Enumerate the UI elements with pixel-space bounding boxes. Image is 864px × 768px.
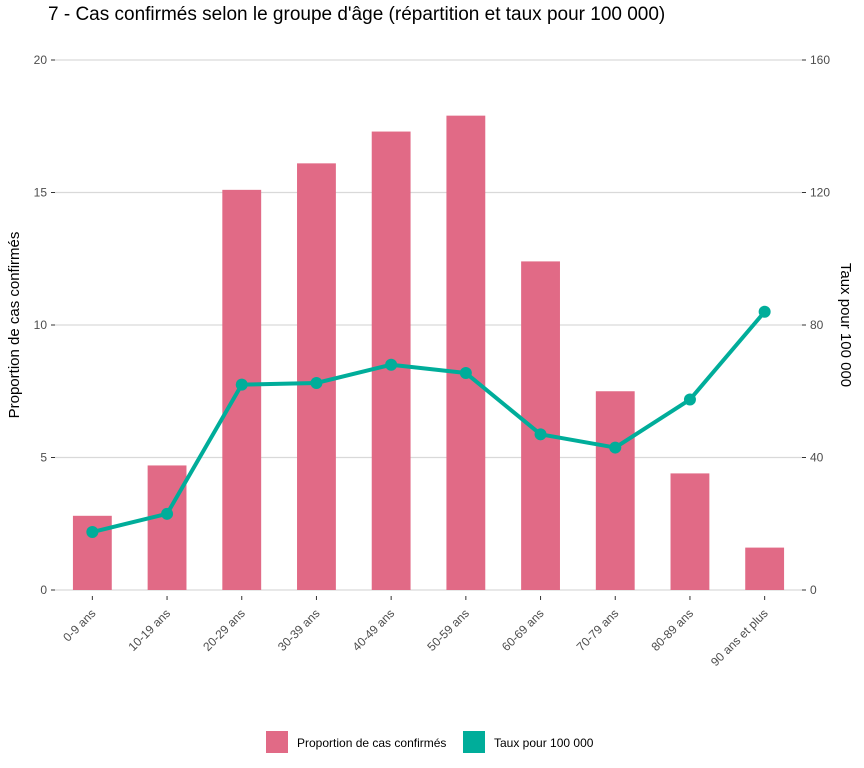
x-axis: 0-9 ans 10-19 ans 20-29 ans 30-39 ans 40-49 … bbox=[60, 596, 771, 669]
bar bbox=[297, 163, 336, 590]
line-point bbox=[310, 376, 323, 389]
legend-swatch-line bbox=[463, 731, 485, 753]
y2-tick-label: 40 bbox=[810, 451, 824, 465]
bar bbox=[745, 547, 785, 590]
line-point bbox=[385, 358, 398, 371]
y-tick-label: 20 bbox=[34, 53, 48, 67]
x-tick-label: 0-9 ans bbox=[60, 606, 98, 644]
line-point bbox=[683, 393, 696, 406]
y2-axis-title: Taux pour 100 000 bbox=[837, 263, 854, 387]
x-tick-label: 40-49 ans bbox=[350, 606, 398, 654]
x-tick-label: 20-29 ans bbox=[200, 606, 248, 654]
y2-tick-label: 0 bbox=[810, 583, 817, 597]
line-point bbox=[161, 507, 174, 520]
chart-title: 7 - Cas confirmés selon le groupe d'âge … bbox=[48, 4, 666, 25]
y-tick-label: 15 bbox=[34, 186, 48, 200]
series-line bbox=[90, 309, 767, 535]
y-tick-label: 10 bbox=[34, 318, 48, 332]
line-point bbox=[758, 305, 771, 318]
y2-tick-label: 160 bbox=[810, 53, 830, 67]
line-series bbox=[86, 305, 771, 539]
bar bbox=[670, 473, 710, 590]
x-tick-label: 60-69 ans bbox=[499, 606, 547, 654]
line-point bbox=[609, 441, 622, 454]
x-tick-label: 70-79 ans bbox=[574, 606, 622, 654]
legend-swatch-bar bbox=[266, 731, 288, 753]
line-point bbox=[86, 526, 99, 539]
bar-series bbox=[72, 115, 785, 591]
left-axis: 0 5 10 15 20 bbox=[34, 53, 55, 597]
legend-label: Taux pour 100 000 bbox=[494, 736, 594, 750]
line-point bbox=[235, 378, 248, 391]
x-tick-label: 10-19 ans bbox=[126, 606, 174, 654]
x-tick-label: 80-89 ans bbox=[648, 606, 696, 654]
x-tick-label: 30-39 ans bbox=[275, 606, 323, 654]
bar bbox=[147, 465, 187, 590]
bar bbox=[595, 391, 635, 590]
x-tick-label: 50-59 ans bbox=[424, 606, 472, 654]
bar bbox=[446, 115, 486, 591]
y2-tick-label: 120 bbox=[810, 186, 830, 200]
x-tick-label: 90 ans et plus bbox=[708, 606, 771, 669]
y-axis-title: Proportion de cas confirmés bbox=[6, 232, 23, 419]
right-axis: 0 40 80 120 160 bbox=[802, 53, 830, 597]
y-tick-label: 0 bbox=[40, 583, 47, 597]
y-tick-label: 5 bbox=[40, 451, 47, 465]
line-point bbox=[459, 367, 472, 380]
legend: Proportion de cas confirmés Taux pour 100… bbox=[266, 731, 594, 753]
legend-label: Proportion de cas confirmés bbox=[297, 736, 446, 750]
y2-tick-label: 80 bbox=[810, 318, 824, 332]
line-point bbox=[534, 428, 547, 441]
